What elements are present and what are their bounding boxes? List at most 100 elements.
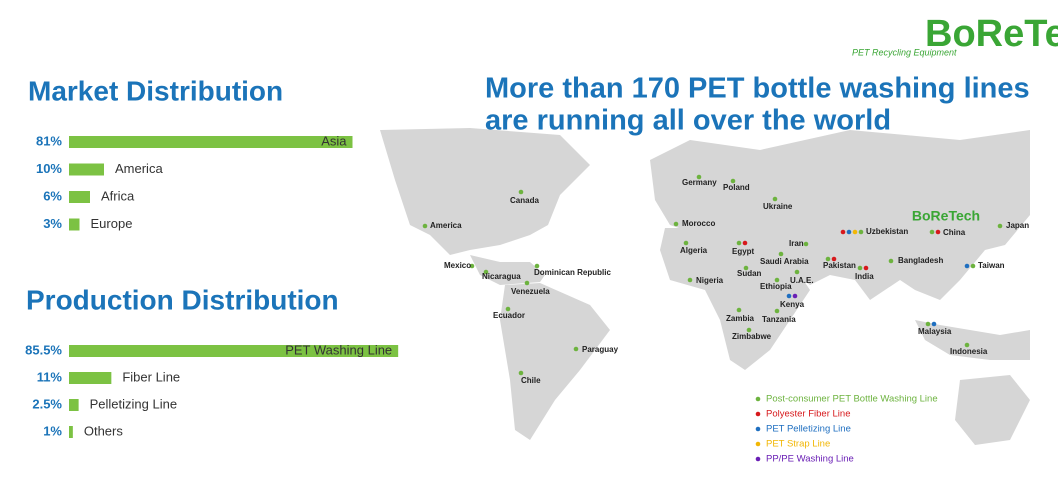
city-dot — [483, 269, 489, 275]
legend-label: PET Strap Line — [766, 439, 830, 450]
city-dot — [772, 196, 778, 202]
city-dot — [840, 229, 846, 235]
city-label: Zimbabwe — [732, 332, 772, 341]
city-dot — [524, 280, 530, 286]
city-dot — [857, 265, 863, 271]
legend-dot — [755, 441, 761, 447]
legend-label: Post-consumer PET Bottle Washing Line — [766, 394, 938, 405]
percent-label: 6% — [43, 188, 62, 203]
logo-tagline: PET Recycling Equipment — [852, 47, 957, 57]
headline: are running all over the world — [485, 105, 891, 137]
city-dot — [687, 277, 693, 283]
percent-label: 11% — [37, 369, 63, 384]
city-dot — [935, 229, 941, 235]
city-dot — [858, 229, 864, 235]
city-label: Zambia — [726, 314, 755, 323]
map-logo: BoReTech — [912, 208, 980, 224]
bar-name: Europe — [91, 216, 133, 231]
city-dot — [534, 263, 540, 269]
city-label: China — [943, 228, 966, 237]
city-label: Indonesia — [950, 347, 988, 356]
city-label: Ethiopia — [760, 282, 792, 291]
city-dot — [742, 240, 748, 246]
city-label: Nigeria — [696, 276, 724, 285]
city-label: Chile — [521, 376, 541, 385]
city-dot — [673, 221, 679, 227]
city-dot — [997, 223, 1003, 229]
city-label: Nicaragua — [482, 272, 521, 281]
city-label: Taiwan — [978, 261, 1005, 270]
city-dot — [964, 342, 970, 348]
city-dot — [786, 293, 792, 299]
city-dot — [888, 258, 894, 264]
city-dot — [573, 346, 579, 352]
legend-label: PET Pelletizing Line — [766, 424, 851, 435]
city-dot — [746, 327, 752, 333]
city-dot — [825, 256, 831, 262]
city-label: Morocco — [682, 219, 715, 228]
city-dot — [683, 240, 689, 246]
city-dot — [505, 306, 511, 312]
city-dot — [743, 265, 749, 271]
city-dot — [736, 307, 742, 313]
bar — [69, 163, 104, 176]
legend-dot — [755, 396, 761, 402]
city-label: Japan — [1006, 221, 1029, 230]
percent-label: 3% — [43, 216, 62, 231]
city-dot — [518, 189, 524, 195]
bar — [69, 372, 112, 384]
city-label: Tanzania — [762, 315, 796, 324]
city-label: Malaysia — [918, 327, 952, 336]
city-label: U.A.E. — [790, 276, 814, 285]
city-dot — [964, 263, 970, 269]
city-label: Germany — [682, 178, 717, 187]
city-dot — [852, 229, 858, 235]
city-dot — [846, 229, 852, 235]
city-dot — [803, 241, 809, 247]
bar — [69, 399, 79, 411]
legend-dot — [755, 456, 761, 462]
bar-name: Others — [84, 423, 124, 438]
city-label: Bangladesh — [898, 256, 943, 265]
city-label: Venezuela — [511, 287, 550, 296]
percent-label: 81% — [36, 133, 62, 148]
city-dot — [794, 269, 800, 275]
city-label: Iran — [789, 239, 804, 248]
bar-name: Asia — [321, 133, 347, 148]
section-title: Production Distribution — [26, 284, 339, 315]
logo-name: BoReTech — [925, 13, 1058, 55]
city-dot — [518, 370, 524, 376]
city-dot — [736, 240, 742, 246]
city-label: Uzbekistan — [866, 227, 908, 236]
city-dot — [778, 251, 784, 257]
percent-label: 10% — [36, 161, 62, 176]
city-dot — [774, 277, 780, 283]
city-label: Canada — [510, 196, 539, 205]
legend-label: Polyester Fiber Line — [766, 409, 850, 420]
city-dot — [774, 308, 780, 314]
legend-dot — [755, 426, 761, 432]
city-label: Ecuador — [493, 311, 525, 320]
city-dot — [792, 293, 798, 299]
bar — [69, 191, 90, 203]
city-dot — [929, 229, 935, 235]
bar-name: Fiber Line — [122, 369, 180, 384]
city-dot — [863, 265, 869, 271]
city-label: Dominican Republic — [534, 268, 611, 277]
bar — [69, 218, 80, 231]
city-dot — [422, 223, 428, 229]
city-label: Egypt — [732, 247, 755, 256]
bar-name: PET Washing Line — [285, 342, 392, 357]
city-dot — [931, 321, 937, 327]
legend-dot — [755, 411, 761, 417]
city-label: Poland — [723, 183, 750, 192]
city-label: Paraguay — [582, 345, 619, 354]
city-dot — [469, 263, 475, 269]
percent-label: 1% — [43, 423, 62, 438]
percent-label: 85.5% — [25, 342, 62, 357]
city-label: Pakistan — [823, 261, 856, 270]
city-label: Saudi Arabia — [760, 257, 809, 266]
city-label: India — [855, 272, 874, 281]
